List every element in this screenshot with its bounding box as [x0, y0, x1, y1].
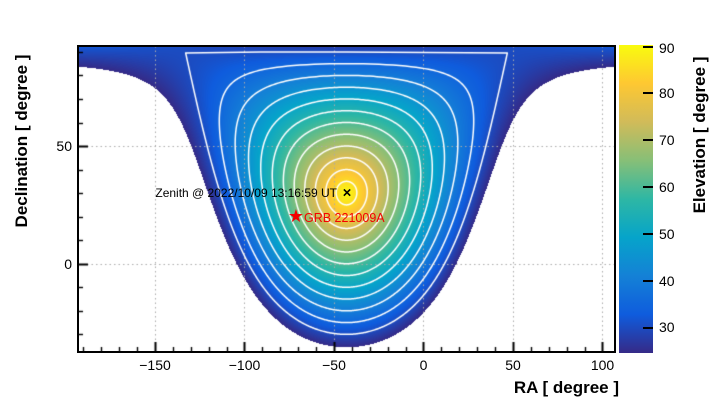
- colorbar-tick-label: 30: [659, 319, 675, 335]
- grb-star-icon: ★: [287, 206, 305, 227]
- colorbar-tick-label: 50: [659, 226, 675, 242]
- colorbar-tick-label: 70: [659, 132, 675, 148]
- x-tick-label: 100: [590, 357, 615, 373]
- elevation-heatmap-canvas: [78, 46, 615, 352]
- zenith-cross-icon: ×: [342, 184, 352, 202]
- zenith-time-label: Zenith @ 2022/10/09 13:16:59 UT: [155, 186, 337, 200]
- x-tick-label: −100: [228, 357, 261, 373]
- colorbar-tick-label: 80: [659, 85, 675, 101]
- colorbar-gradient: [619, 45, 653, 353]
- colorbar-tick-label: 60: [659, 179, 675, 195]
- colorbar-title: Elevation [ degree ]: [690, 56, 709, 214]
- colorbar-tick-mark: [643, 280, 653, 282]
- x-tick-label: 50: [505, 357, 521, 373]
- colorbar-tick-label: 40: [659, 273, 675, 289]
- colorbar-tick-mark: [643, 46, 653, 48]
- x-tick-label: −150: [139, 357, 171, 373]
- x-tick-label: 0: [419, 357, 428, 373]
- colorbar-tick-mark: [643, 92, 653, 94]
- x-axis-title: RA [ degree ]: [513, 378, 619, 397]
- colorbar-tick-mark: [643, 327, 653, 329]
- y-tick-label: 0: [64, 256, 72, 272]
- colorbar-tick-mark: [643, 186, 653, 188]
- y-tick-label: 50: [56, 138, 72, 154]
- grb-name-label: GRB 221009A: [304, 211, 385, 225]
- colorbar-tick-label: 90: [659, 40, 675, 56]
- colorbar-tick-mark: [643, 139, 653, 141]
- colorbar-tick-mark: [643, 233, 653, 235]
- x-tick-label: −50: [322, 357, 346, 373]
- y-axis-title: Declination [ degree ]: [12, 54, 31, 228]
